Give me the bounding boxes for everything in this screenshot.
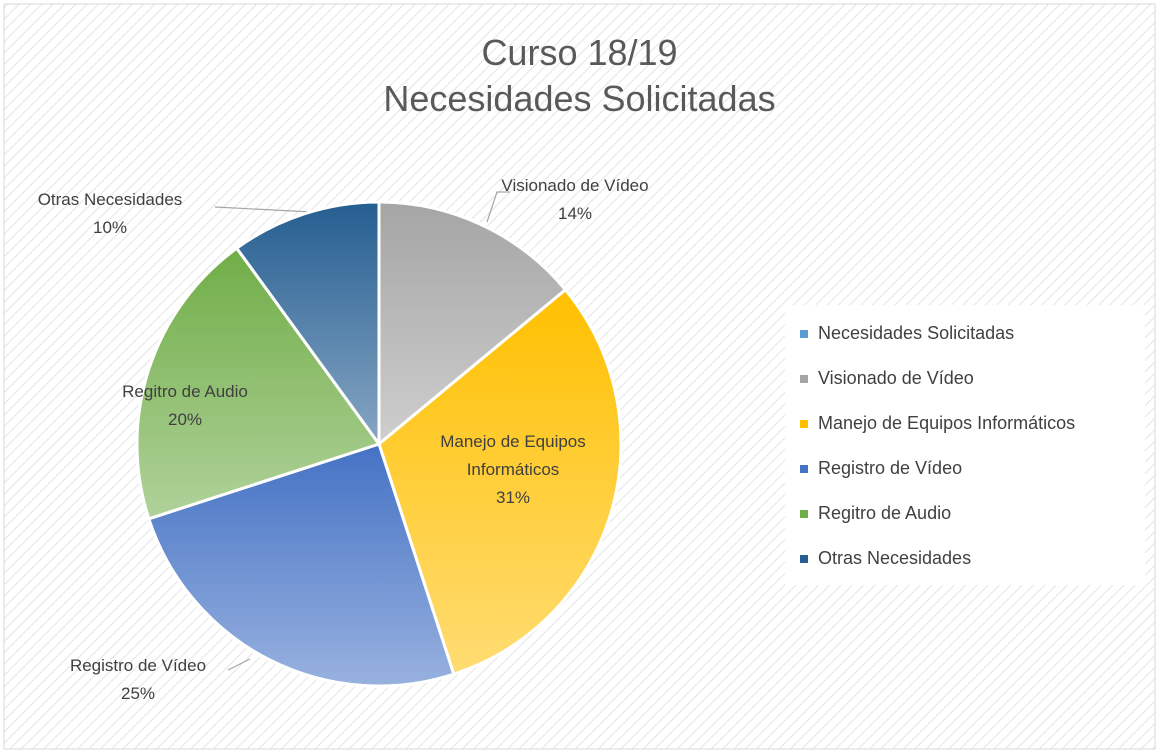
legend-swatch	[800, 555, 808, 564]
legend-swatch	[800, 465, 808, 474]
data-label-name: Regitro de Audio	[122, 382, 248, 401]
leader-line	[214, 206, 313, 213]
legend-label: Visionado de Vídeo	[818, 368, 974, 388]
legend-label: Manejo de Equipos Informáticos	[818, 413, 1076, 433]
legend-item: Necesidades Solicitadas	[800, 323, 1014, 344]
data-label: Otras Necesidades 10%	[0, 186, 230, 242]
pie-slice	[377, 287, 623, 677]
data-label-value: 20%	[167, 410, 203, 429]
leader-line	[227, 658, 251, 671]
legend-item: Manejo de Equipos Informáticos	[800, 413, 1075, 434]
legend-swatch	[800, 420, 808, 429]
data-label-value: 31%	[495, 488, 531, 507]
pie-slice	[234, 200, 381, 449]
chart-title: Curso 18/19	[481, 32, 678, 73]
data-label: Regitro de Audio 20%	[85, 378, 285, 434]
chart-title: Necesidades Solicitadas	[383, 78, 776, 119]
pie-slice	[146, 442, 456, 688]
legend-swatch	[800, 510, 808, 519]
data-label: Registro de Vídeo 25%	[18, 652, 258, 708]
legend-label: Otras Necesidades	[818, 548, 972, 568]
data-label-name: Manejo de Equipos Informáticos	[440, 432, 586, 479]
data-label: Visionado de Vídeo 14%	[475, 172, 675, 228]
legend-item: Registro de Vídeo	[800, 458, 962, 479]
legend-label: Necesidades Solicitadas	[818, 323, 1015, 343]
legend-item: Otras Necesidades	[800, 548, 971, 569]
data-label-name: Otras Necesidades	[37, 190, 183, 209]
legend-swatch	[800, 375, 808, 384]
legend-label: Regitro de Audio	[818, 503, 952, 523]
leader-line	[486, 191, 510, 223]
data-label-value: 25%	[120, 684, 156, 703]
pie-slice	[135, 246, 382, 521]
leader-lines	[214, 191, 510, 671]
data-label-value: 10%	[92, 218, 128, 237]
data-label-name: Registro de Vídeo	[69, 656, 207, 675]
legend-swatch	[800, 330, 808, 339]
legend-label: Registro de Vídeo	[818, 458, 963, 478]
legend-box	[785, 305, 1145, 585]
data-label-value: 14%	[557, 204, 593, 223]
pie-slice	[377, 200, 568, 448]
legend-item: Regitro de Audio	[800, 503, 951, 524]
data-label-name: Visionado de Vídeo	[501, 176, 649, 195]
data-label: Manejo de Equipos Informáticos 31%	[413, 428, 613, 512]
legend-item: Visionado de Vídeo	[800, 368, 974, 389]
